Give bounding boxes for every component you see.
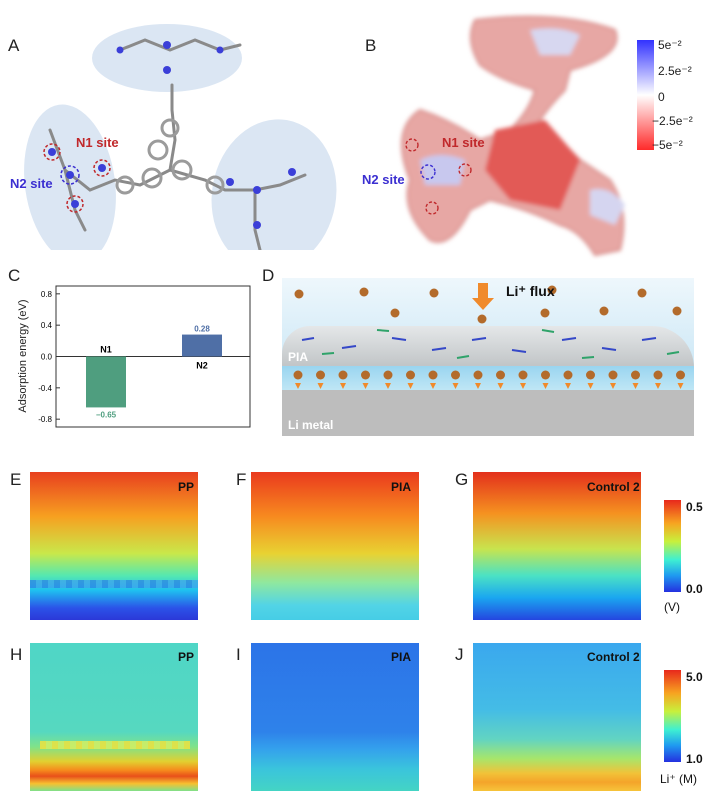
y-tick-label: 0.8 — [41, 290, 53, 299]
li-ion — [586, 370, 595, 380]
potential-colorbar-min: 0.0 — [686, 582, 703, 596]
panel-letter-j: J — [455, 645, 464, 664]
potential-map-control-2 — [473, 472, 641, 620]
down-arrow-icon — [587, 383, 594, 389]
down-arrow-icon — [407, 383, 414, 389]
li-ion — [316, 370, 325, 380]
down-arrow-icon — [565, 383, 571, 389]
potential-map-control-2-title: Control 2 — [587, 480, 640, 494]
potential-map-pia — [251, 472, 419, 620]
down-arrow-icon — [610, 383, 616, 389]
concentration-map-pp — [30, 643, 198, 791]
esp-n2-site-label: N2 site — [362, 172, 405, 187]
panel-letter-c: C — [8, 266, 21, 285]
value-label-n2: 0.28 — [194, 325, 210, 334]
concentration-colorbar-unit: Li⁺ (M) — [660, 772, 697, 786]
concentration-colorbar-max: 5.0 — [686, 670, 703, 684]
concentration-colorbar — [664, 670, 681, 762]
concentration-map-pia-title: PIA — [391, 650, 412, 664]
li-ion — [518, 370, 528, 380]
esp-colorbar — [637, 40, 654, 150]
esp-map-image — [401, 15, 625, 257]
y-tick-label: -0.4 — [38, 384, 52, 393]
down-arrow-icon — [677, 383, 684, 389]
potential-map-pp-title: PP — [178, 480, 195, 494]
potential-colorbar-max: 0.5 — [686, 500, 703, 514]
panel-letter-d: D — [262, 266, 275, 285]
down-arrow-icon — [475, 383, 481, 389]
potential-colorbar-unit: (V) — [664, 600, 680, 614]
down-arrow-icon — [655, 383, 661, 389]
panel-letter-b: B — [365, 36, 377, 55]
potential-map-pia-title: PIA — [391, 480, 412, 494]
li-ion — [473, 370, 483, 380]
chart-y-axis-label: Adsorption energy (eV) — [17, 299, 29, 412]
potential-colorbar — [664, 500, 681, 592]
panel-letter-e: E — [10, 470, 22, 489]
esp-n1-site-label: N1 site — [442, 135, 485, 150]
pia-layer-label: PIA — [288, 350, 309, 364]
li-ion — [428, 370, 438, 380]
down-arrow-icon — [362, 383, 369, 389]
down-arrow-icon — [295, 383, 301, 389]
panel-letter-g: G — [455, 470, 469, 489]
li-ion — [563, 370, 573, 380]
esp-tick-5: −5e⁻² — [652, 138, 683, 152]
n1-site-label: N1 site — [76, 135, 119, 150]
li-ion — [541, 370, 550, 380]
panel-letter-h: H — [10, 645, 23, 664]
li-ion — [631, 370, 640, 380]
li-ion — [293, 370, 303, 380]
panel-letter-f: F — [236, 470, 247, 489]
down-arrow-icon — [497, 383, 504, 389]
li-ion — [338, 370, 348, 380]
bar-n1 — [86, 356, 126, 408]
esp-tick-4: −2.5e⁻² — [652, 114, 693, 128]
n2-site-label: N2 site — [10, 176, 53, 191]
li-ion — [676, 370, 685, 380]
li-ion — [496, 370, 505, 380]
y-tick-label: -0.8 — [38, 415, 52, 424]
down-arrow-icon — [317, 383, 324, 389]
li-ion — [361, 370, 370, 380]
li-ion — [406, 370, 415, 380]
value-label-n1: −0.65 — [96, 410, 117, 419]
bar-n2 — [182, 334, 222, 357]
down-arrow-icon — [520, 383, 526, 389]
concentration-map-pp-title: PP — [178, 650, 195, 664]
category-label-n1: N1 — [100, 345, 112, 355]
y-tick-label: 0.4 — [41, 321, 53, 330]
li-ion — [451, 370, 460, 380]
li-metal-label: Li metal — [288, 418, 334, 432]
concentration-map-control-2 — [473, 643, 641, 791]
down-arrow-icon — [430, 383, 436, 389]
li-ion — [653, 370, 663, 380]
li-ion — [608, 370, 618, 380]
panel-letter-i: I — [236, 645, 241, 664]
li-ion — [383, 370, 393, 380]
li-flux-label: Li⁺ flux — [506, 283, 555, 299]
concentration-map-control-2-title: Control 2 — [587, 650, 640, 664]
adsorption-energy-chart: 0.8 0.4 0.0 -0.4 -0.8 N1 −0.65 N2 0.28 Adsorpti… — [17, 285, 251, 428]
y-tick-label: 0.0 — [41, 353, 53, 362]
down-arrow-icon — [385, 383, 391, 389]
down-arrow-icon — [632, 383, 639, 389]
concentration-map-pia — [251, 643, 419, 791]
li-flux-schematic: Li⁺ flux PIA Li metal — [282, 278, 694, 436]
concentration-colorbar-min: 1.0 — [686, 752, 703, 766]
potential-map-pp — [30, 472, 198, 620]
esp-tick-3: 0 — [658, 90, 665, 104]
esp-tick-1: 5e⁻² — [658, 38, 682, 52]
panel-letter-a: A — [8, 36, 20, 55]
down-arrow-icon — [452, 383, 459, 389]
down-arrow-icon — [340, 383, 346, 389]
molecule-structure-image — [24, 24, 337, 250]
down-arrow-icon — [542, 383, 549, 389]
esp-tick-2: 2.5e⁻² — [658, 64, 692, 78]
category-label-n2: N2 — [196, 361, 208, 371]
